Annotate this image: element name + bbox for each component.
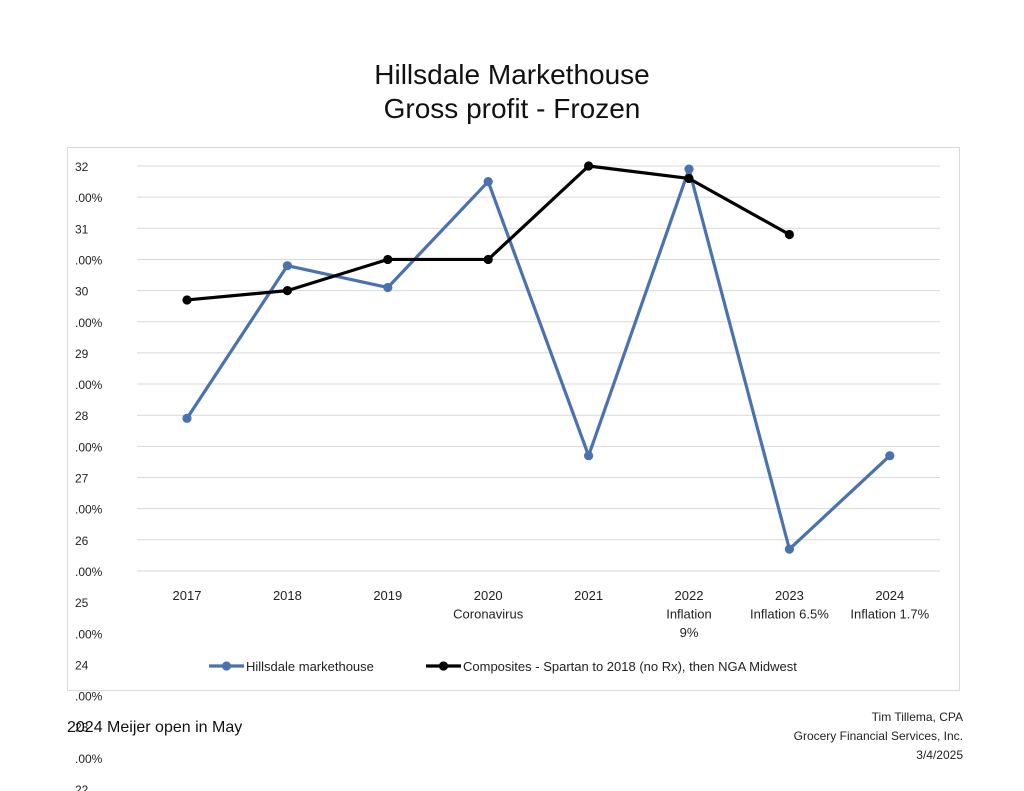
credit-date: 3/4/2025 bbox=[916, 748, 963, 762]
data-point-0 bbox=[784, 544, 795, 554]
data-point-0 bbox=[383, 282, 393, 293]
footnote: 2024 Meijer open in May bbox=[67, 719, 243, 736]
y-tick-label: .00% bbox=[75, 690, 103, 704]
legend-label-1: Composites - Spartan to 2018 (no Rx), th… bbox=[463, 659, 797, 674]
y-tick-label: 23 bbox=[75, 721, 89, 735]
chart-plot-frame bbox=[67, 147, 960, 691]
data-point-0 bbox=[584, 451, 594, 461]
data-point-1 bbox=[282, 286, 292, 296]
y-tick-label: 32 bbox=[75, 160, 89, 174]
x-tick-label: Inflation 6.5% bbox=[750, 607, 829, 622]
chart-title: Hillsdale Markethouse Gross profit - Fro… bbox=[0, 58, 1024, 126]
credit-block: Tim Tillema, CPA Grocery Financial Servi… bbox=[794, 708, 963, 765]
legend-label-0: Hillsdale markethouse bbox=[246, 659, 374, 674]
x-tick-label: 2021 bbox=[574, 588, 603, 603]
x-tick-label: Inflation bbox=[666, 607, 712, 622]
data-point-0 bbox=[182, 413, 192, 423]
y-tick-label: 28 bbox=[75, 409, 89, 423]
y-tick-label: 26 bbox=[75, 534, 89, 548]
data-point-0 bbox=[282, 261, 292, 271]
x-tick-label: 2023 bbox=[775, 588, 804, 603]
legend-marker-0 bbox=[221, 661, 232, 671]
y-tick-label: 29 bbox=[75, 347, 89, 361]
x-tick-label: 2018 bbox=[273, 588, 302, 603]
y-tick-label: .00% bbox=[75, 253, 103, 267]
y-tick-label: .00% bbox=[75, 316, 103, 330]
x-tick-label: 2020 bbox=[474, 588, 503, 603]
data-point-1 bbox=[483, 254, 493, 265]
y-tick-label: .00% bbox=[75, 565, 103, 579]
y-tick-label: .00% bbox=[75, 503, 103, 517]
x-tick-label: 2017 bbox=[173, 588, 202, 603]
x-tick-label: 2024 bbox=[875, 588, 904, 603]
series-line-0 bbox=[185, 167, 891, 551]
x-tick-label: Inflation 1.7% bbox=[850, 607, 929, 622]
y-tick-label: .00% bbox=[75, 627, 103, 641]
y-tick-label: .00% bbox=[75, 191, 103, 205]
y-tick-label: .00% bbox=[75, 440, 103, 454]
data-point-1 bbox=[684, 173, 694, 184]
y-tick-label: 27 bbox=[75, 472, 89, 486]
y-tick-label: 25 bbox=[75, 596, 89, 610]
data-point-0 bbox=[885, 451, 895, 461]
y-tick-label: .00% bbox=[75, 378, 103, 392]
credit-author: Tim Tillema, CPA bbox=[871, 710, 963, 724]
data-point-0 bbox=[684, 164, 694, 174]
y-tick-label: 22 bbox=[75, 783, 89, 791]
data-point-1 bbox=[584, 161, 594, 171]
legend-marker-1 bbox=[438, 661, 449, 671]
data-point-1 bbox=[182, 295, 192, 305]
y-tick-label: 24 bbox=[75, 658, 89, 672]
x-tick-label: 2022 bbox=[675, 588, 704, 603]
x-tick-label: Coronavirus bbox=[453, 607, 524, 622]
y-tick-label: 31 bbox=[75, 222, 89, 236]
credit-company: Grocery Financial Services, Inc. bbox=[793, 729, 963, 743]
y-tick-label: 30 bbox=[75, 285, 89, 299]
data-point-0 bbox=[483, 176, 493, 187]
data-point-1 bbox=[383, 254, 393, 265]
chart-title-line-1: Hillsdale Markethouse bbox=[374, 59, 650, 90]
x-tick-label: 9% bbox=[680, 625, 699, 640]
chart-title-line-2: Gross profit - Frozen bbox=[383, 93, 641, 124]
data-point-1 bbox=[784, 229, 795, 240]
x-tick-label: 2019 bbox=[373, 588, 402, 603]
y-tick-label: .00% bbox=[75, 752, 103, 766]
